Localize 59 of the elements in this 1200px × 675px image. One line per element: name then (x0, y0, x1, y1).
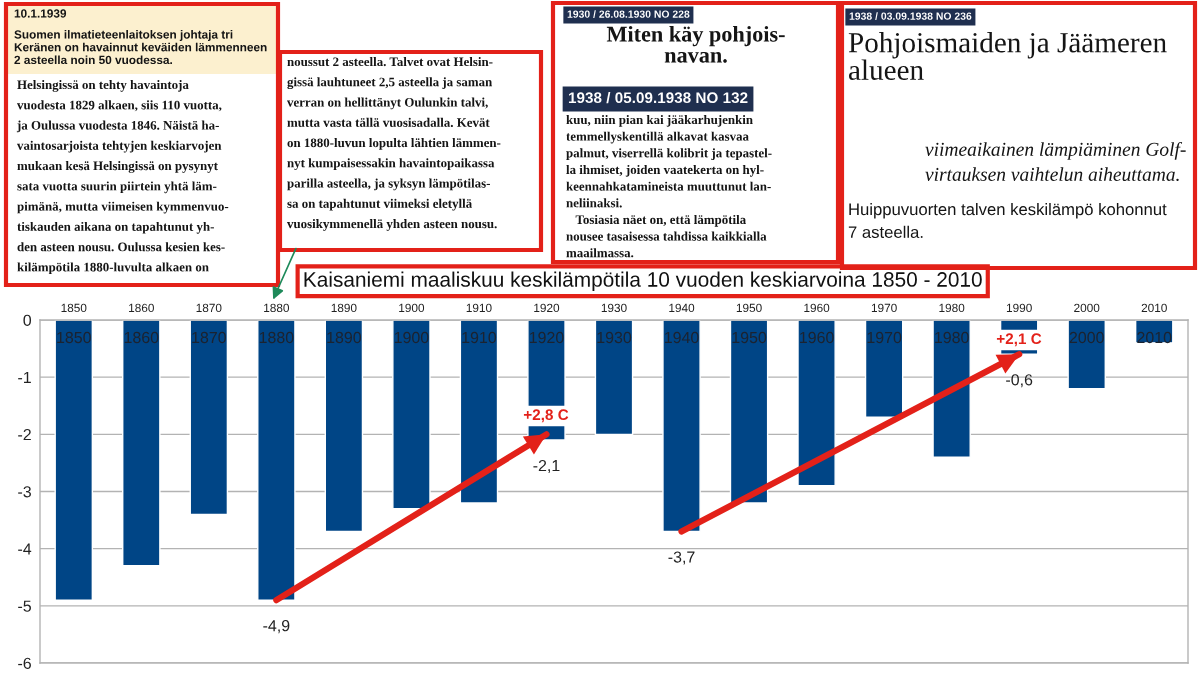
data-label: -3,7 (668, 551, 695, 565)
x-tick-label: 1960 (804, 303, 830, 313)
category-label: 1970 (867, 331, 902, 344)
text: kuu, niin pian kai jääkarhujenkin temmellyskentillä alkavat kasvaa palmut, viserrellä kolibrit ja tepastel- la ihmiset, joiden vaatekerta on hyl- keennahkatamineista muuttunut lan- neliinaksi. Tosiasia näet on, että lämpötila nousee tasaisessa tahdissa kaikkialla maailmassa. (566, 115, 772, 258)
x-tick-label: 1900 (399, 303, 425, 313)
category-label: 1860 (124, 331, 159, 344)
y-tick-label: -4 (18, 543, 32, 555)
chart-title: Kaisaniemi maaliskuu keskilämpötila 10 vuoden keskiarvoina 1850 - 2010 (304, 271, 982, 291)
y-tick-label: -3 (18, 486, 31, 498)
data-label: -0,6 (1006, 374, 1033, 388)
y-tick-label: -6 (18, 657, 31, 669)
text: Helsingissä on tehty havaintoja vuodesta 1829 alkaen, siis 110 vuotta, ja Oulussa vuodesta 1846. Näistä ha- vaintosarjoista tehtyjen keskiarvojen mukaan kesä Helsingissä on pysynyt sata vuotta suurin piirtein yhtä läm- pimänä, mutta viimeisen kymmenvuo- tiskauden aikana on tapahtunut yh- den asteen nousu. Oulussa kesien kes- kilämpötila 1880-luvulta alkaen on (16, 80, 229, 275)
category-label: 1870 (192, 331, 226, 344)
y-tick-label: -5 (18, 600, 31, 612)
x-tick-label: 1920 (534, 303, 560, 313)
x-tick-label: 1970 (871, 303, 897, 313)
y-tick-label: 0 (23, 314, 32, 326)
category-label: 1850 (57, 331, 91, 344)
x-tick-label: 1980 (939, 303, 965, 313)
text: 1938 / 05.09.1938 NO 132 (568, 91, 748, 104)
data-label: -2,1 (533, 459, 560, 474)
category-label: 1880 (259, 331, 294, 344)
category-label: 1930 (597, 331, 632, 344)
y-tick-label: -2 (18, 428, 31, 441)
x-tick-label: 1940 (669, 303, 695, 313)
x-tick-label: 1890 (331, 303, 357, 313)
x-tick-label: 2000 (1074, 303, 1100, 313)
category-label: 1980 (935, 331, 969, 344)
text: Suomen ilmatieteenlaitoksen johtaja tri Keränen on havainnut keväiden lämmenneen 2 asteella noin 50 vuodessa. (14, 30, 267, 65)
category-label: 2000 (1069, 331, 1104, 344)
category-label: 1940 (664, 331, 699, 344)
text: 1938 / 03.09.1938 NO 236 (849, 12, 972, 20)
text: 10.1.1939 (14, 9, 67, 18)
x-tick-label: 1870 (196, 303, 222, 313)
annotation: +2,8 C (523, 409, 569, 423)
text: Huippuvuorten talven keskilämpö kohonnut 7 asteella. (848, 203, 1167, 239)
x-tick-label: 2010 (1141, 303, 1167, 313)
data-label: -4,9 (263, 619, 290, 634)
x-tick-label: 1950 (736, 303, 762, 313)
category-label: 1900 (394, 331, 429, 344)
text: 1930 / 26.08.1930 NO 228 (567, 10, 690, 18)
x-tick-label: 1990 (1006, 303, 1032, 313)
text: Miten käy pohjois- navan. (606, 26, 785, 63)
category-label: 1920 (529, 331, 564, 344)
category-label: 1950 (732, 331, 767, 344)
text: Pohjoismaiden ja Jäämeren alueen (848, 32, 1167, 80)
x-tick-label: 1910 (466, 303, 492, 313)
text: noussut 2 asteella. Talvet ovat Helsin- gissä lauhtuneet 2,5 asteella ja saman verran on hellittänyt Oulunkin talvi, mutta vasta tällä vuosisadalla. Kevät on 1880-luvun lopulta lähtien lämmen- nyt kumpaisessakin havaintopaikassa parilla asteella, ja syksyn lämpötilas- sa on tapahtunut viimeksi eletyllä vuosikymmenellä yhden asteen nousu. (287, 57, 501, 231)
annotation: +2,1 C (996, 333, 1042, 347)
category-label: 1910 (462, 331, 497, 344)
category-label: 1890 (327, 331, 362, 344)
y-tick-label: -1 (18, 371, 31, 383)
category-label: 1960 (800, 331, 834, 344)
x-tick-label: 1930 (601, 303, 627, 313)
text: viimeaikainen lämpiäminen Golf- virtauksen vaihtelun aiheuttama. (925, 142, 1186, 182)
category-label: 2010 (1137, 331, 1172, 344)
x-tick-label: 1880 (264, 303, 290, 313)
x-tick-label: 1850 (61, 303, 87, 313)
x-tick-label: 1860 (129, 303, 154, 313)
